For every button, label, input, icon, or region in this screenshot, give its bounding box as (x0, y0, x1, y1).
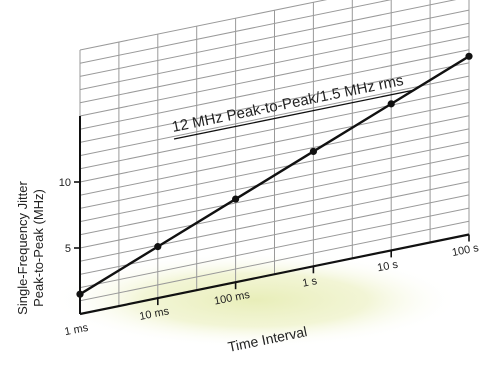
data-point (232, 195, 240, 203)
grid-hline (79, 207, 470, 289)
grid (79, 0, 470, 314)
grid-hline (79, 220, 470, 302)
grid-hline (79, 154, 470, 236)
x-axis-line (79, 233, 470, 316)
x-tick-label: 10 s (376, 258, 399, 274)
grid-hline (79, 181, 470, 262)
x-tick-label: 100 s (451, 242, 480, 259)
y-axis-label-line1: Single-Frequency Jitter (15, 180, 30, 314)
grid-hline (79, 36, 470, 117)
x-tick-label: 1 ms (64, 322, 90, 338)
data-point (154, 243, 162, 251)
grid-hline (79, 22, 470, 104)
axes (74, 116, 470, 316)
grid-hline (79, 0, 328, 51)
series-line (79, 55, 470, 296)
grid-hline (79, 102, 470, 183)
grid-hline (79, 49, 470, 130)
data-point (76, 290, 84, 298)
grid-hline (79, 62, 470, 143)
y-tick-label: 10 (59, 177, 71, 189)
annotation-underline (173, 89, 413, 140)
grid-hline (79, 88, 470, 170)
grid-hline (79, 128, 470, 209)
y-tick-label: 5 (65, 243, 71, 255)
grid-hline (79, 115, 470, 196)
grid-hline (79, 0, 392, 64)
grid-hline (79, 194, 470, 275)
x-tick-label: 1 s (301, 275, 318, 290)
series (76, 52, 473, 298)
data-point (309, 147, 317, 156)
y-axis-label-line2: Peak-to-Peak (MHz) (31, 189, 46, 307)
data-point (465, 52, 473, 60)
grid-hline (79, 75, 470, 157)
data-point (387, 100, 395, 108)
grid-hline (79, 141, 470, 223)
grid-hline (79, 0, 457, 77)
grid-hline (79, 9, 470, 91)
grid-hline (79, 168, 470, 249)
floor-glow (50, 252, 460, 348)
x-tick-label: 10 ms (138, 305, 170, 323)
